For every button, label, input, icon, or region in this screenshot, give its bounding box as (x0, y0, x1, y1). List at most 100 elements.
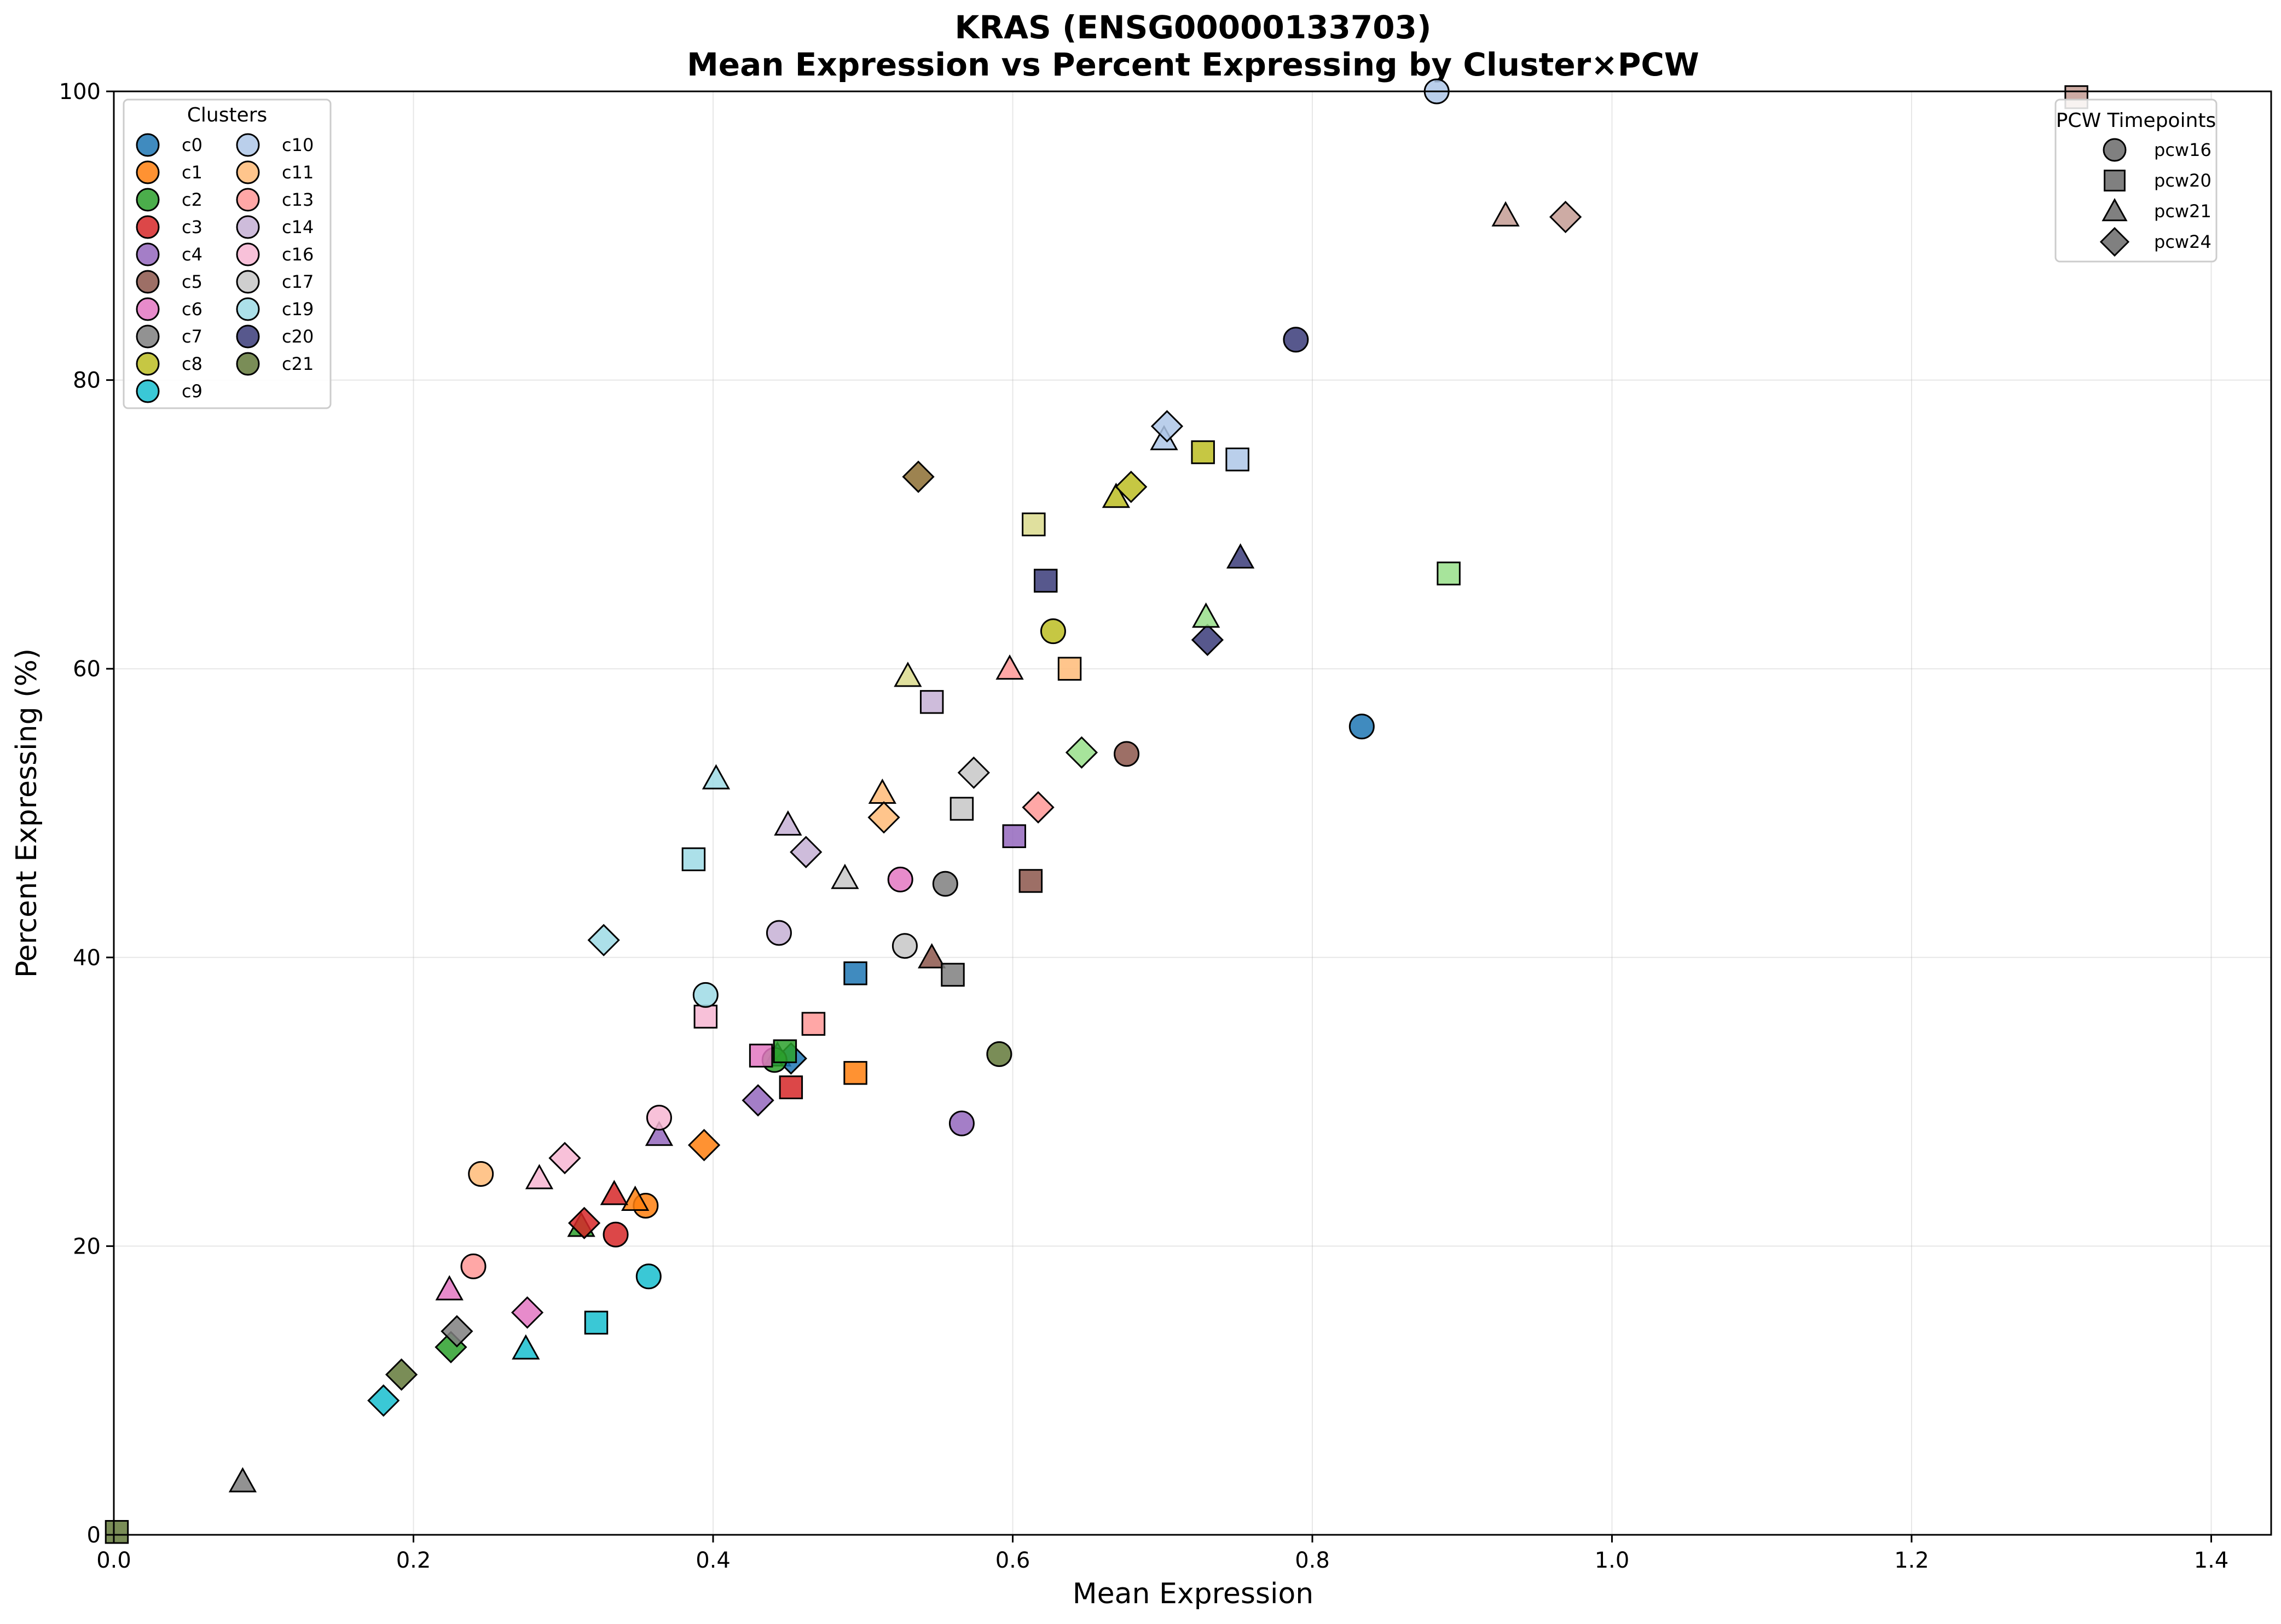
legend-marker-c21 (236, 352, 260, 376)
pcw-legend-title: PCW Timepoints (2056, 109, 2216, 132)
legend-marker-c20 (236, 324, 260, 349)
x-tick-label: 1.0 (1595, 1548, 1630, 1573)
data-point (525, 1164, 554, 1190)
legend-marker-c1 (136, 160, 160, 184)
data-point (918, 943, 946, 968)
data-point (742, 1084, 774, 1117)
legend-marker-c2 (136, 188, 160, 212)
data-point (645, 1121, 674, 1146)
legend-label-c9: c9 (182, 381, 202, 402)
legend-label-c8: c8 (182, 353, 202, 374)
data-point (1022, 791, 1055, 824)
data-point (435, 1275, 464, 1301)
legend-label-c13: c13 (282, 189, 314, 210)
y-axis-ticks: 0 20 40 60 80 100 (59, 79, 114, 1548)
data-point (1057, 657, 1082, 681)
x-tick-label: 1.4 (2194, 1548, 2229, 1573)
data-point (887, 866, 913, 892)
data-point (1191, 623, 1224, 657)
legend-marker-pcw16 (2103, 138, 2127, 162)
data-point (1491, 201, 1520, 227)
legend-marker-pcw21 (2101, 198, 2128, 222)
data-point (1065, 736, 1098, 769)
legend-marker-c17 (236, 270, 260, 294)
data-point (995, 654, 1024, 680)
data-point (919, 690, 944, 714)
legend-label-c11: c11 (282, 162, 314, 183)
data-point (687, 1129, 721, 1162)
y-axis-label: Percent Expressing (%) (10, 648, 43, 978)
legend-marker-c0 (136, 133, 160, 157)
data-point (635, 1263, 662, 1290)
data-point (790, 836, 823, 868)
clusters-legend: Clusters c0 c1 c2 c3 c4 c5 c6 c7 c8 c9 c10 c11 c13 c1… (123, 98, 332, 409)
legend-marker-c6 (136, 297, 160, 321)
data-point (891, 933, 918, 959)
data-point (773, 1039, 797, 1064)
legend-label-pcw16: pcw16 (2154, 140, 2211, 160)
legend-label-pcw24: pcw24 (2154, 231, 2211, 252)
data-point (692, 982, 719, 1008)
data-point (548, 1141, 581, 1175)
x-axis-ticks: 0.0 0.2 0.4 0.6 0.8 1.0 1.2 1.4 (96, 1535, 2228, 1573)
y-tick-label: 40 (73, 946, 101, 971)
data-point (941, 962, 965, 987)
data-point (511, 1296, 544, 1329)
legend-marker-c5 (136, 270, 160, 294)
x-tick-label: 1.2 (1894, 1548, 1929, 1573)
data-point (693, 1005, 718, 1029)
data-point (774, 810, 802, 836)
legend-label-c21: c21 (282, 353, 314, 374)
data-point (584, 1310, 609, 1335)
legend-label-c7: c7 (182, 326, 202, 347)
data-point (1022, 512, 1046, 537)
x-tick-label: 0.8 (1295, 1548, 1330, 1573)
data-point (587, 924, 620, 956)
data-point (600, 1180, 628, 1205)
data-point (932, 871, 958, 897)
data-point (385, 1358, 418, 1391)
legend-marker-c11 (236, 160, 260, 184)
data-point (779, 1075, 803, 1099)
legend-label-c0: c0 (182, 135, 202, 155)
data-point (681, 847, 706, 872)
data-point (950, 797, 974, 821)
chart-subtitle: Mean Expression vs Percent Expressing by… (687, 46, 1699, 83)
data-point (460, 1253, 487, 1279)
data-point (1225, 447, 1249, 472)
data-point (902, 460, 935, 493)
data-point (1191, 440, 1215, 465)
legend-marker-pcw20 (2104, 170, 2126, 192)
plot-frame (113, 90, 2272, 1536)
data-point (105, 1519, 129, 1544)
data-point (1040, 618, 1066, 645)
legend-marker-c4 (136, 242, 160, 266)
data-point (843, 1061, 867, 1085)
legend-label-c20: c20 (282, 326, 314, 347)
legend-marker-pcw24 (2099, 227, 2130, 257)
data-point (831, 863, 859, 889)
clusters-legend-box (123, 98, 332, 409)
y-tick-label: 60 (73, 657, 101, 682)
legend-label-c5: c5 (182, 271, 202, 292)
data-point (894, 662, 922, 687)
data-point (1549, 200, 1582, 234)
legend-label-pcw20: pcw20 (2154, 170, 2211, 191)
legend-label-c1: c1 (182, 162, 202, 183)
data-point (1191, 602, 1220, 628)
data-point (1348, 714, 1375, 740)
data-point (749, 1043, 773, 1068)
data-point (986, 1041, 1012, 1068)
data-point (1437, 561, 1461, 585)
y-tick-label: 0 (87, 1523, 101, 1548)
legend-label-c6: c6 (182, 299, 202, 320)
clusters-legend-title: Clusters (187, 104, 268, 126)
data-point (957, 756, 990, 789)
legend-label-c4: c4 (182, 244, 202, 265)
legend-label-c14: c14 (282, 217, 314, 237)
data-point (1033, 569, 1058, 593)
data-point (646, 1105, 672, 1131)
legend-marker-c3 (136, 215, 160, 239)
y-tick-label: 80 (73, 368, 101, 393)
